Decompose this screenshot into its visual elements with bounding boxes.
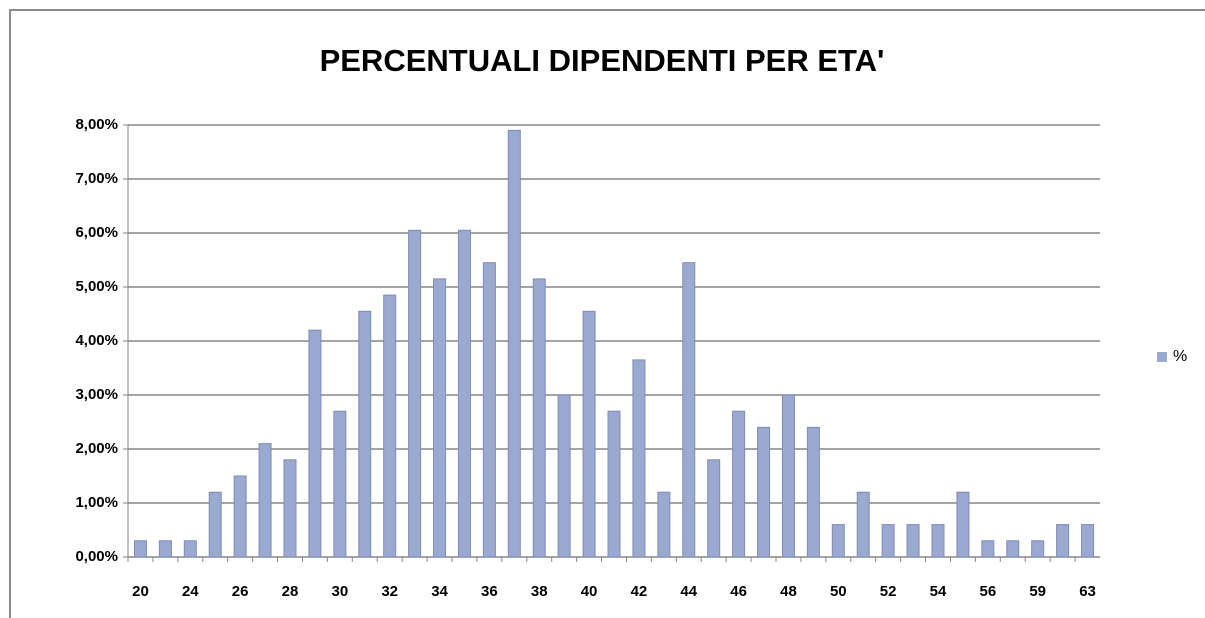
bar [1081,524,1095,558]
bar [1056,524,1070,558]
bar [981,540,995,558]
y-tick-label: 1,00% [75,494,118,511]
x-tick-label: 20 [132,583,149,600]
bar [258,443,272,558]
bar [707,459,721,558]
legend-label: % [1173,348,1187,365]
bar [133,540,147,558]
x-tick-label: 52 [880,583,897,600]
bar [607,410,621,558]
x-tick-label: 28 [282,583,299,600]
x-tick-label: 44 [680,583,697,600]
bar [433,278,447,558]
bar [333,410,347,558]
bar [358,310,372,558]
x-tick-label: 36 [481,583,498,600]
bar [532,278,546,558]
x-tick-label: 40 [581,583,598,600]
bar [732,410,746,558]
bar [831,524,845,558]
bar [283,459,297,558]
bar [956,491,970,558]
x-tick-label: 63 [1079,583,1096,600]
bar [557,394,571,558]
legend-swatch [1157,352,1167,362]
bar [906,524,920,558]
y-tick-label: 5,00% [75,278,118,295]
x-tick-label: 54 [930,583,947,600]
chart-frame [9,9,1205,618]
bar [682,262,696,558]
y-tick-label: 4,00% [75,332,118,349]
x-tick-label: 42 [631,583,648,600]
chart-title: PERCENTUALI DIPENDENTI PER ETA' [320,43,885,78]
bar [308,329,322,558]
x-tick-label: 26 [232,583,249,600]
x-tick-label: 56 [980,583,997,600]
x-tick-label: 46 [730,583,747,600]
bar [482,262,496,558]
x-tick-label: 34 [431,583,448,600]
bar [1006,540,1020,558]
bar [632,359,646,558]
bar [183,540,197,558]
bar [158,540,172,558]
x-tick-label: 50 [830,583,847,600]
bar [383,294,397,558]
bar [208,491,222,558]
x-tick-label: 59 [1029,583,1046,600]
bar [781,394,795,558]
x-tick-label: 38 [531,583,548,600]
bar [931,524,945,558]
y-tick-label: 3,00% [75,386,118,403]
bar [1031,540,1045,558]
x-tick-label: 32 [381,583,398,600]
bar [233,475,247,558]
bar [657,491,671,558]
bar [457,229,471,558]
y-tick-label: 2,00% [75,440,118,457]
bar [881,524,895,558]
bar [507,129,521,558]
bar [806,426,820,558]
y-tick-label: 6,00% [75,224,118,241]
x-tick-label: 48 [780,583,797,600]
y-tick-label: 0,00% [75,548,118,565]
bar [757,426,771,558]
bar [582,310,596,558]
y-tick-label: 7,00% [75,170,118,187]
bar [856,491,870,558]
x-tick-label: 24 [182,583,199,600]
y-tick-label: 8,00% [75,116,118,133]
bar [408,229,422,558]
x-tick-label: 30 [332,583,349,600]
